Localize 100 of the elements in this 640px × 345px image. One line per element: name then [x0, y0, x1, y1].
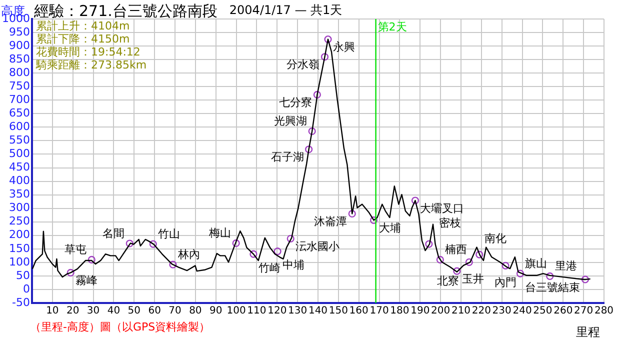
- y-tick-label: 600: [8, 120, 30, 134]
- annotation: 玉井: [462, 272, 484, 286]
- y-tick-label: 900: [8, 38, 30, 52]
- annotation: 旗山: [525, 256, 548, 270]
- annotation: 台三號結束: [525, 280, 580, 294]
- annotation: 石子湖: [270, 150, 304, 164]
- point: [465, 258, 473, 266]
- x-tick-label: 200: [431, 306, 450, 317]
- annotation: 楠西: [445, 243, 468, 256]
- point: [305, 146, 313, 154]
- x-tick-label: 220: [472, 306, 491, 317]
- y-tick-label: 700: [8, 93, 30, 106]
- x-tick-label: 60: [148, 306, 161, 317]
- point: [546, 272, 554, 280]
- x-tick-label: 50: [128, 306, 141, 317]
- point: [411, 196, 420, 204]
- annotation: 永興: [333, 40, 356, 54]
- x-tick-label: 150: [328, 306, 348, 317]
- x-tick-label: 40: [107, 306, 120, 317]
- y-tick-label: -50: [12, 296, 30, 309]
- x-tick-label: 80: [189, 306, 202, 317]
- point: [581, 276, 590, 284]
- x-tick-label: 10: [46, 306, 59, 317]
- chart-title: 經驗：271.台三號公路南段: [33, 2, 218, 20]
- x-tick-label: 90: [209, 306, 222, 317]
- annotation: 林內: [176, 248, 200, 261]
- x-tick-label: 110: [247, 306, 266, 317]
- y-tick-label: 150: [8, 242, 30, 255]
- y-tick-label: 550: [8, 134, 30, 147]
- point: [370, 216, 378, 224]
- point: [436, 256, 444, 264]
- x-tick-label: 260: [554, 306, 573, 317]
- point: [324, 35, 332, 44]
- y-tick-label: 250: [8, 214, 30, 228]
- annotation: 竹崎: [258, 261, 280, 274]
- y-tick-label: 300: [8, 201, 30, 214]
- x-tick-label: 230: [492, 306, 512, 317]
- annotation: 竹山: [158, 227, 180, 240]
- x-tick-label: 170: [370, 306, 389, 317]
- y-tick-label: 850: [8, 52, 30, 66]
- point: [425, 240, 433, 248]
- x-axis-title: 里程: [576, 325, 600, 339]
- annotation: 分水嶺: [286, 58, 320, 72]
- x-tick-label: 250: [533, 306, 552, 317]
- text: （里程-高度）圖（以GPS資料繪製）: [30, 320, 210, 334]
- y-tick-label: 350: [8, 188, 30, 201]
- x-tick-label: 160: [349, 306, 368, 317]
- point: [313, 90, 321, 99]
- point: [516, 270, 524, 278]
- chart-subtitle: 2004/1/17 — 共1天: [229, 3, 342, 17]
- y-tick-label: 800: [8, 66, 30, 79]
- point: [502, 262, 510, 270]
- annotation: 里港: [554, 260, 577, 273]
- annotation: 梅山: [208, 226, 232, 240]
- x-tick-label: 70: [168, 306, 182, 317]
- annotation: 霧峰: [76, 274, 98, 288]
- point: [88, 256, 96, 264]
- annotation: 密枝: [438, 216, 461, 230]
- y-tick-label: 200: [8, 228, 30, 242]
- x-tick-label: 180: [390, 306, 410, 317]
- annotation: 中埔: [282, 258, 305, 272]
- annotation: 累計下降：4150m: [36, 32, 130, 46]
- x-tick-label: 100: [226, 306, 246, 317]
- annotation: 沐崙潭: [314, 215, 348, 228]
- point: [476, 250, 484, 258]
- annotation: 草屯: [64, 243, 87, 256]
- annotation: 光興湖: [274, 114, 308, 128]
- point: [232, 239, 240, 248]
- annotation: 北寮: [437, 274, 460, 288]
- annotation: 花費時間：19:54:12: [36, 45, 140, 58]
- point: [308, 127, 316, 136]
- annotation: 內門: [494, 276, 517, 290]
- x-tick-label: 210: [451, 306, 471, 317]
- annotation: 沄水國小: [296, 240, 340, 253]
- point: [66, 268, 74, 277]
- x-tick-label: 280: [594, 306, 614, 317]
- y-tick-label: 750: [8, 79, 30, 92]
- y-tick-label: 950: [8, 25, 30, 38]
- annotation: 累計上升：4104m: [36, 19, 130, 32]
- y-tick-label: 100: [8, 255, 30, 268]
- x-tick-label: 20: [66, 306, 80, 317]
- ref-line-label: 第2天: [378, 20, 407, 34]
- point: [250, 250, 258, 258]
- y-tick-label: 400: [8, 174, 30, 188]
- annotation: 南化: [484, 232, 506, 245]
- point: [348, 210, 356, 218]
- point: [169, 260, 177, 268]
- x-tick-label: 190: [410, 306, 430, 317]
- x-tick-label: 270: [574, 306, 594, 317]
- x-tick-label: 120: [268, 306, 287, 317]
- annotation: 大壩叉口: [420, 202, 464, 215]
- point: [274, 248, 282, 256]
- point: [149, 240, 157, 248]
- point: [126, 240, 134, 248]
- x-tick-label: 30: [86, 306, 100, 317]
- x-tick-label: 130: [288, 306, 308, 317]
- y-tick-label: 650: [8, 106, 30, 120]
- y-tick-label: 500: [8, 147, 30, 160]
- annotation: 七分寮: [279, 96, 312, 110]
- y-tick-label: 450: [8, 160, 30, 174]
